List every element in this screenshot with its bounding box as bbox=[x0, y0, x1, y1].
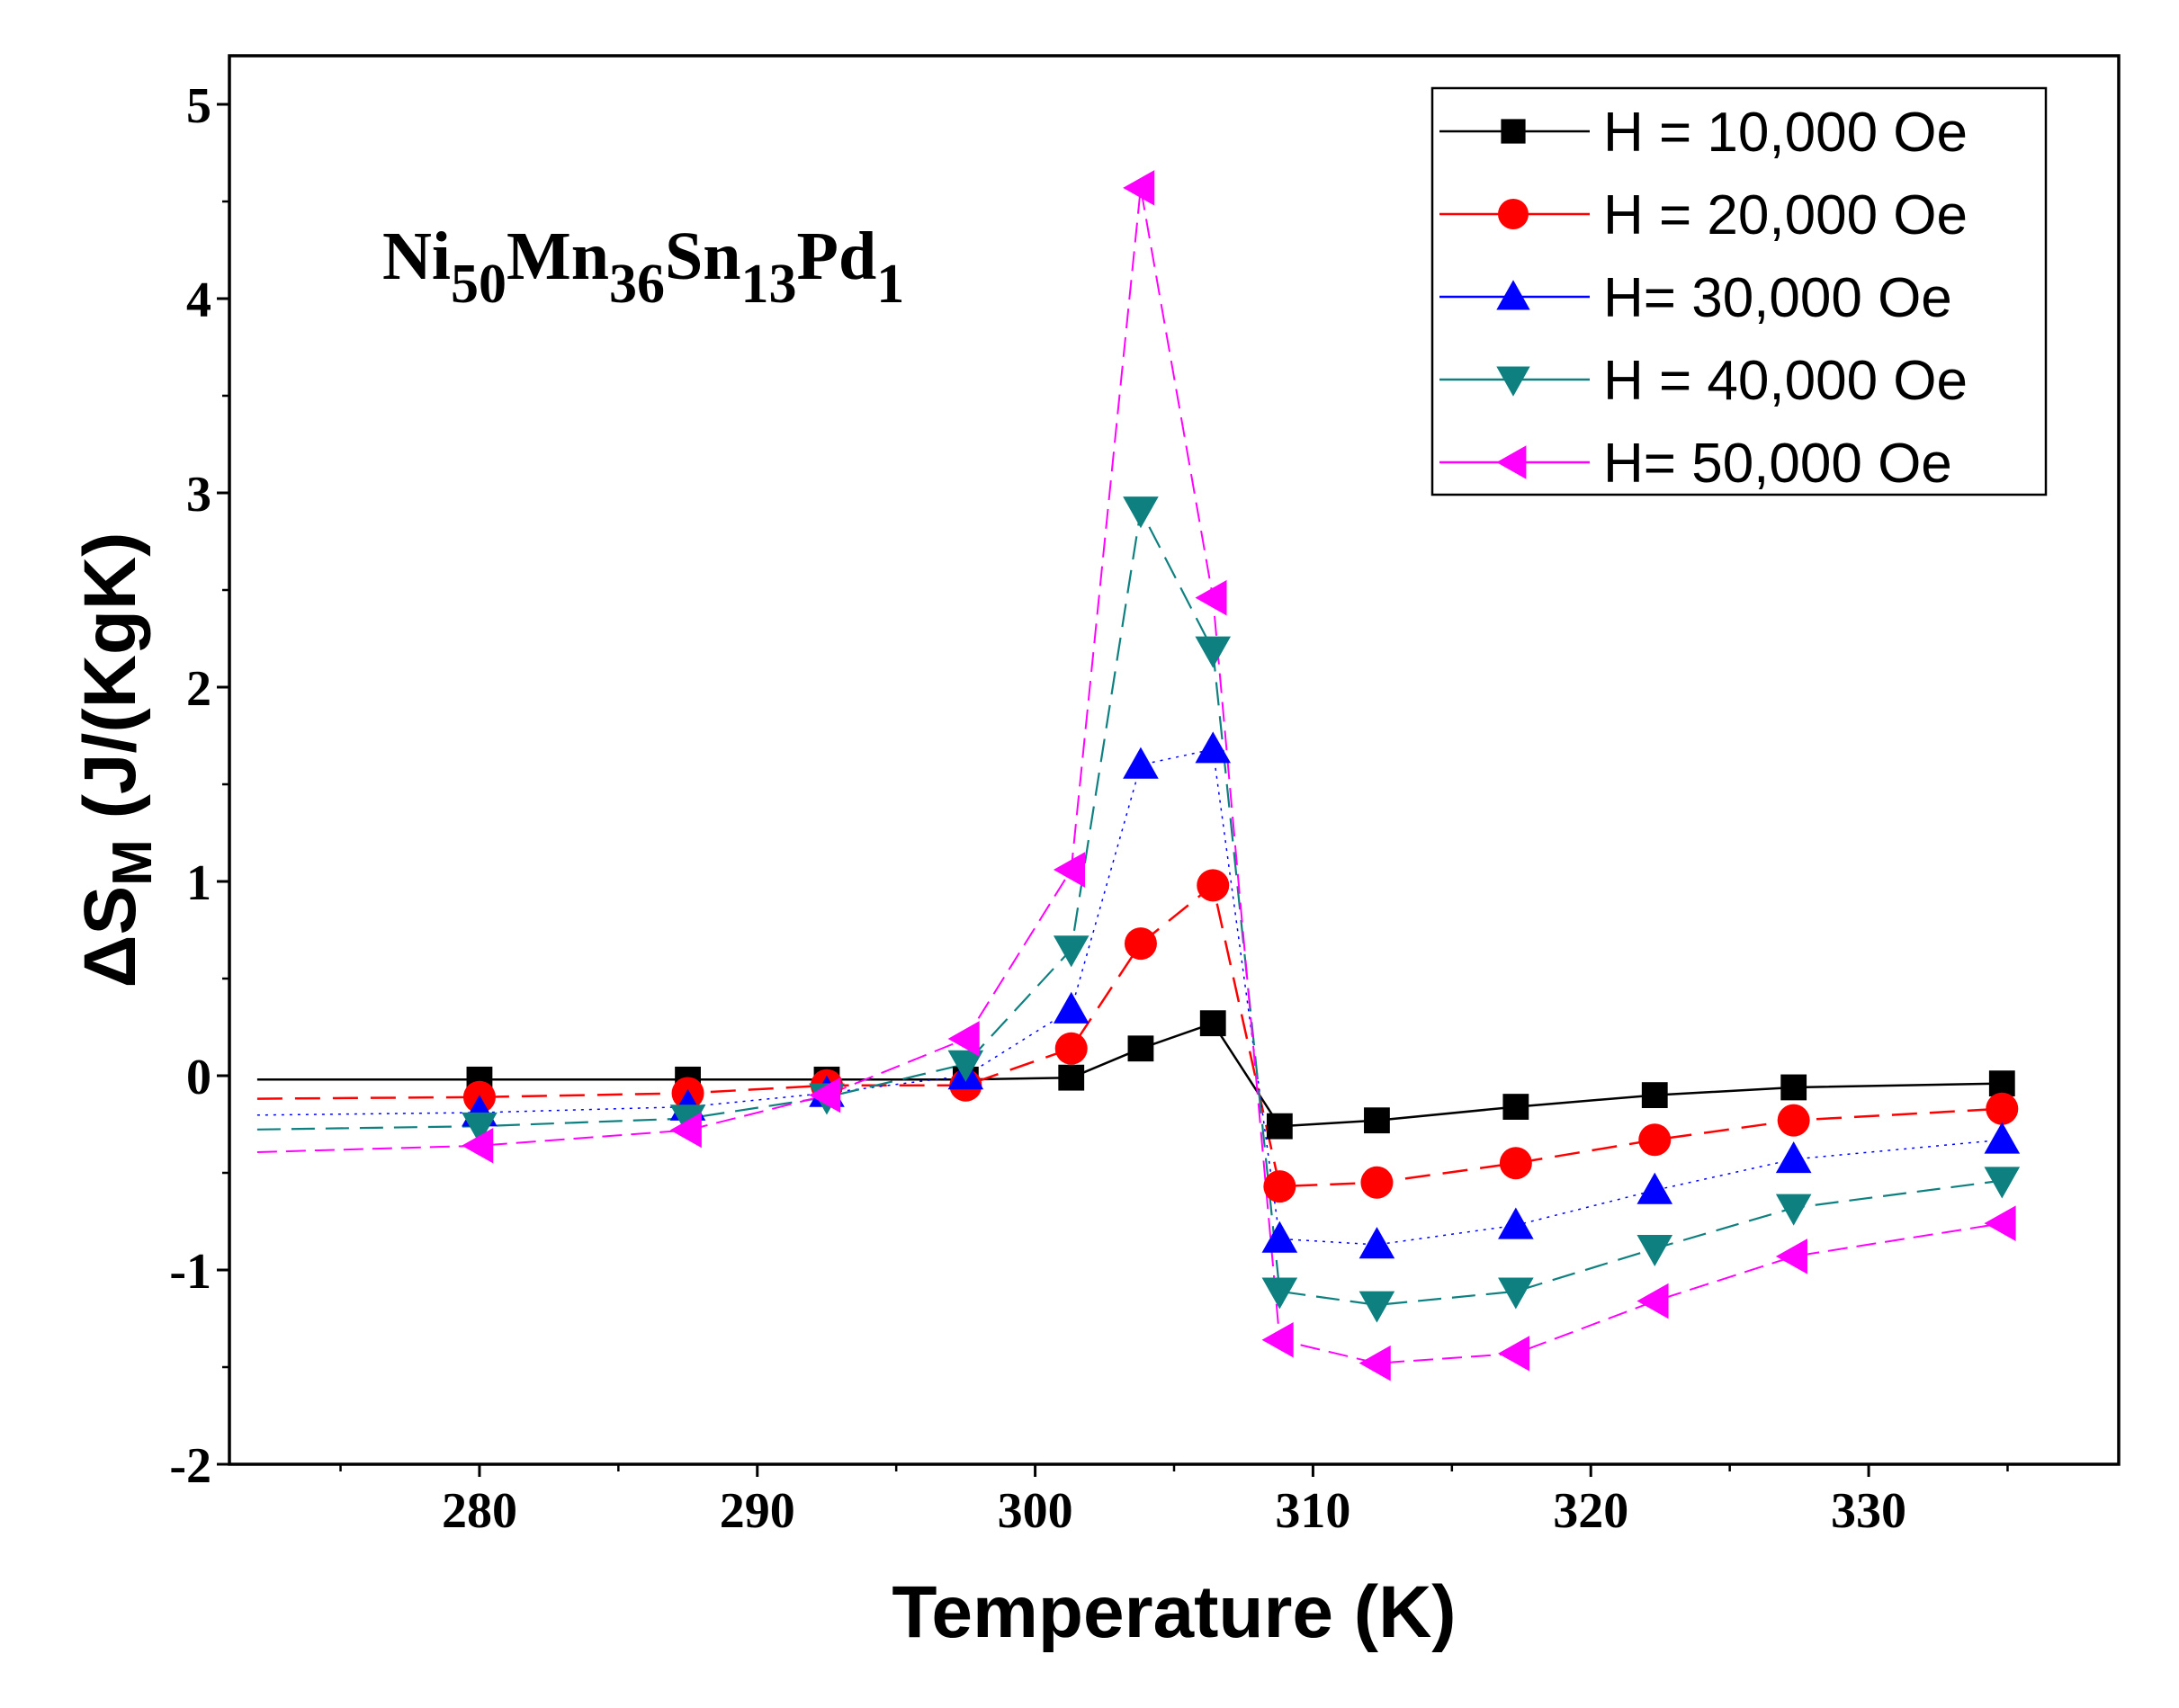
legend-marker-2 bbox=[1498, 199, 1529, 229]
data-point-s4-13 bbox=[1984, 1167, 2021, 1199]
data-point-s3-5 bbox=[1053, 991, 1090, 1024]
x-tick-label-330: 330 bbox=[1831, 1483, 1906, 1539]
data-point-s1-7 bbox=[1199, 1010, 1226, 1037]
series-line-3 bbox=[256, 748, 2003, 1246]
data-point-s3-6 bbox=[1123, 747, 1159, 779]
legend-label-1: H = 10,000 Oe bbox=[1603, 102, 1968, 164]
data-point-s5-1 bbox=[462, 1127, 494, 1164]
compound-formula-annotation: Ni50Mn36Sn13Pd1 bbox=[382, 219, 904, 315]
formula-subscript: 36 bbox=[609, 254, 665, 315]
x-tick-label-300: 300 bbox=[998, 1483, 1073, 1539]
data-point-s5-3 bbox=[809, 1077, 841, 1113]
data-point-s2-5 bbox=[1054, 1032, 1088, 1065]
data-point-s1-10 bbox=[1502, 1094, 1529, 1120]
y-tick-label-2: 2 bbox=[186, 661, 211, 717]
series-line-5 bbox=[256, 186, 2003, 1364]
data-point-s2-12 bbox=[1777, 1104, 1810, 1137]
data-point-s2-6 bbox=[1124, 927, 1157, 961]
data-point-s4-7 bbox=[1195, 636, 1232, 668]
legend-marker-1 bbox=[1501, 119, 1526, 144]
data-point-s4-10 bbox=[1498, 1277, 1534, 1310]
x-tick-label-320: 320 bbox=[1553, 1483, 1628, 1539]
formula-subscript: 13 bbox=[741, 254, 797, 315]
data-point-s2-8 bbox=[1263, 1170, 1296, 1203]
data-point-s4-11 bbox=[1636, 1234, 1673, 1267]
data-point-s5-10 bbox=[1498, 1336, 1530, 1372]
data-point-s1-8 bbox=[1266, 1113, 1293, 1140]
x-tick-label-280: 280 bbox=[442, 1483, 517, 1539]
data-point-s3-11 bbox=[1636, 1172, 1673, 1204]
legend-marker-3 bbox=[1496, 280, 1530, 310]
data-point-s3-7 bbox=[1195, 731, 1232, 764]
data-point-s4-4 bbox=[947, 1050, 984, 1082]
legend-marker-5 bbox=[1496, 445, 1527, 479]
data-point-s5-6 bbox=[1123, 170, 1155, 206]
x-tick-label-290: 290 bbox=[720, 1483, 795, 1539]
data-point-s2-9 bbox=[1360, 1166, 1394, 1199]
data-point-s1-11 bbox=[1641, 1082, 1668, 1108]
data-point-s1-6 bbox=[1127, 1035, 1154, 1062]
series-line-2 bbox=[256, 884, 2003, 1188]
data-point-s3-12 bbox=[1775, 1141, 1812, 1174]
y-axis-label: ΔSM (J/(KgK) bbox=[69, 532, 164, 988]
data-point-s3-13 bbox=[1984, 1122, 2021, 1154]
legend-label-4: H = 40,000 Oe bbox=[1603, 350, 1968, 412]
data-point-s1-5 bbox=[1058, 1064, 1085, 1091]
data-point-s5-7 bbox=[1195, 579, 1227, 616]
data-point-s2-10 bbox=[1499, 1147, 1532, 1180]
y-tick-label--1: -1 bbox=[169, 1244, 211, 1300]
data-point-s1-9 bbox=[1364, 1107, 1390, 1134]
data-point-s5-11 bbox=[1636, 1283, 1669, 1319]
y-axis-label-subscript: M bbox=[102, 839, 164, 886]
y-tick-label-1: 1 bbox=[186, 855, 211, 911]
formula-subscript: 1 bbox=[876, 254, 904, 315]
y-axis-label-units: (J/(KgK) bbox=[69, 532, 151, 840]
data-point-s1-13 bbox=[1988, 1070, 2015, 1097]
formula-element: Pd bbox=[797, 219, 877, 294]
series-line-1 bbox=[256, 1022, 2003, 1128]
data-point-s4-6 bbox=[1123, 496, 1159, 529]
y-tick-label-3: 3 bbox=[186, 467, 211, 523]
data-point-s3-10 bbox=[1498, 1207, 1534, 1239]
data-point-s2-7 bbox=[1197, 869, 1230, 902]
data-point-s5-2 bbox=[669, 1112, 702, 1149]
legend-marker-4 bbox=[1496, 366, 1530, 397]
formula-element: Sn bbox=[665, 219, 741, 294]
data-point-s1-12 bbox=[1780, 1074, 1807, 1101]
data-point-s5-4 bbox=[947, 1021, 980, 1057]
legend-label-5: H= 50,000 Oe bbox=[1603, 433, 1952, 495]
data-point-s4-8 bbox=[1261, 1277, 1298, 1310]
data-point-s2-11 bbox=[1638, 1123, 1672, 1157]
y-tick-label--2: -2 bbox=[169, 1438, 211, 1494]
data-point-s2-13 bbox=[1986, 1092, 2019, 1125]
series-line-4 bbox=[256, 509, 2003, 1307]
formula-element: Mn bbox=[507, 219, 609, 294]
data-point-s5-5 bbox=[1053, 852, 1086, 888]
data-point-s4-9 bbox=[1359, 1291, 1395, 1323]
data-point-s4-12 bbox=[1775, 1194, 1812, 1226]
data-point-s3-8 bbox=[1261, 1221, 1298, 1253]
legend-label-3: H= 30,000 Oe bbox=[1603, 267, 1952, 329]
data-point-s4-5 bbox=[1053, 935, 1090, 968]
y-tick-label-0: 0 bbox=[186, 1050, 211, 1105]
y-axis-label-symbol: ΔS bbox=[69, 886, 151, 988]
legend-box bbox=[1430, 86, 2048, 496]
y-tick-label-4: 4 bbox=[186, 273, 211, 328]
data-point-s5-9 bbox=[1359, 1345, 1391, 1382]
y-tick-label-5: 5 bbox=[186, 78, 211, 134]
formula-element: Ni bbox=[382, 219, 451, 294]
data-point-s4-1 bbox=[462, 1112, 498, 1144]
data-point-s5-13 bbox=[1984, 1205, 2016, 1241]
formula-subscript: 50 bbox=[451, 254, 507, 315]
data-point-s5-12 bbox=[1775, 1239, 1807, 1274]
data-point-s5-8 bbox=[1261, 1321, 1294, 1358]
x-axis-label: Temperature (K) bbox=[892, 1571, 1456, 1653]
x-tick-label-310: 310 bbox=[1275, 1483, 1350, 1539]
data-point-s3-9 bbox=[1359, 1227, 1395, 1259]
legend-label-2: H = 20,000 Oe bbox=[1603, 184, 1968, 246]
